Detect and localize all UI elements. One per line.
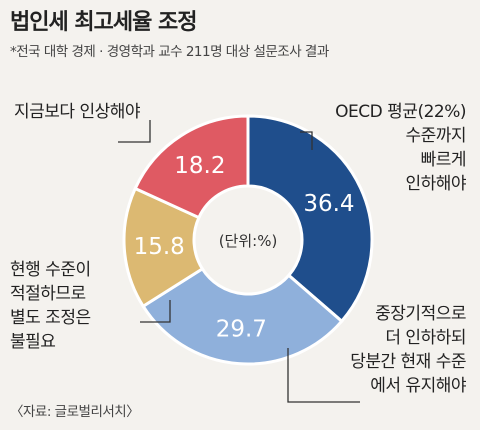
data-label: 29.7 — [216, 317, 267, 343]
annotation-line: 에서 유지해야 — [370, 376, 466, 396]
center-unit-label: (단위:%) — [219, 232, 278, 250]
annotation-line: 더 인하하되 — [385, 328, 466, 348]
chart-subtitle: *전국 대학 경제 · 경영학과 교수 211명 대상 설문조사 결과 — [10, 44, 329, 60]
annotation-line: 지금보다 인상해야 — [14, 102, 141, 122]
annotation-line: 불필요 — [10, 332, 56, 352]
slice-no-change — [122, 186, 205, 309]
annotation-line: 당분간 현재 수준 — [350, 352, 466, 372]
slice-raise — [133, 114, 250, 220]
annotation-line: 인하해야 — [405, 174, 466, 194]
annotation-line: 빠르게 — [420, 150, 467, 170]
annotation-line: 수준까지 — [405, 126, 466, 146]
slice-cut-to-oecd — [246, 114, 374, 324]
annotation-keep-current: 중장기적으로 더 인하하되 당분간 현재 수준 에서 유지해야 — [350, 302, 466, 398]
slice-keep-current — [141, 266, 344, 366]
annotation-cut-to-oecd: OECD 평균(22%) 수준까지 빠르게 인하해야 — [335, 100, 466, 196]
data-label: 36.4 — [303, 191, 354, 217]
leader-line — [118, 120, 151, 143]
leader-line — [300, 131, 313, 150]
data-label: 15.8 — [134, 234, 185, 260]
chart-title: 법인세 최고세율 조정 — [10, 10, 197, 35]
annotation-no-change: 현행 수준이 적절하므로 별도 조정은 불필요 — [10, 258, 91, 354]
leader-line — [287, 348, 360, 403]
annotation-line: 현행 수준이 — [10, 260, 91, 280]
annotation-raise: 지금보다 인상해야 — [14, 100, 141, 124]
annotation-line: 적절하므로 — [10, 284, 86, 304]
annotation-line: 별도 조정은 — [10, 308, 91, 328]
leader-line — [140, 300, 171, 323]
annotation-line: OECD 평균(22%) — [335, 102, 466, 122]
data-label: 18.2 — [174, 153, 225, 179]
annotation-line: 중장기적으로 — [375, 304, 466, 324]
source-note: 〈자료: 글로벌리서치〉 — [10, 404, 140, 420]
